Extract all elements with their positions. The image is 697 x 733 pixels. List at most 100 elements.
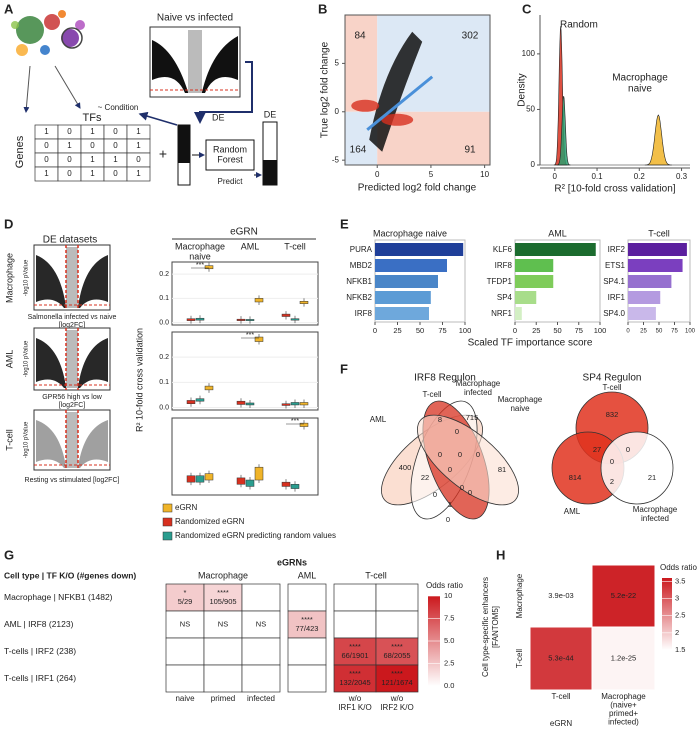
cell-value: 105/905 xyxy=(209,597,236,606)
y-axis-label: Density xyxy=(517,73,528,106)
matrix-cell xyxy=(126,166,151,182)
point-cloud xyxy=(381,113,414,126)
x-tick-label: 10 xyxy=(480,170,489,179)
heat-cell xyxy=(529,626,593,691)
row-label: Macrophage | NFKB1 (1482) xyxy=(4,592,113,602)
panel-letter: A xyxy=(4,1,14,16)
row-label: AML | IRF8 (2123) xyxy=(4,619,74,629)
arrow xyxy=(194,61,253,124)
panel-letter: D xyxy=(4,216,13,231)
row-header: Cell type | TF K/O (#genes down) xyxy=(4,570,136,580)
x-tick-label: 25 xyxy=(640,329,647,335)
point-cloud xyxy=(351,99,380,112)
bar-label: IRF2 xyxy=(608,245,626,254)
matrix-value: 0 xyxy=(67,127,72,136)
legend-tick-label: 2 xyxy=(675,628,679,637)
box xyxy=(195,398,205,402)
heat-cell xyxy=(241,637,281,666)
box xyxy=(186,400,196,404)
y-tick-label: 100 xyxy=(522,49,536,58)
bar xyxy=(375,259,447,272)
heat-cell xyxy=(375,583,419,612)
x-tick-label: 100 xyxy=(594,326,607,335)
column-label: naive xyxy=(175,694,195,703)
heat-cell xyxy=(287,583,327,612)
x-axis-label: GPR56 high vs low xyxy=(42,394,102,401)
significance: NS xyxy=(256,619,266,628)
density-peak xyxy=(644,114,672,166)
density-peak xyxy=(556,96,571,166)
heat-cell xyxy=(375,664,419,693)
heat-cell xyxy=(333,583,377,612)
x-tick-label: 0.3 xyxy=(676,172,688,181)
volcano-core xyxy=(66,412,78,468)
y-tick-label: 0.1 xyxy=(159,379,169,386)
network-node xyxy=(11,21,19,29)
x-tick-label: 0 xyxy=(375,170,380,179)
x-axis-label: [log2FC] xyxy=(59,322,86,329)
quadrant xyxy=(345,15,378,112)
facet-frame xyxy=(171,331,319,411)
cell-value: 77/423 xyxy=(296,624,319,633)
panel-letter: B xyxy=(318,1,327,16)
significance: **** xyxy=(301,615,313,624)
bar-label: IRF8 xyxy=(355,309,373,318)
condition-label: ~ Condition xyxy=(98,103,139,112)
plot-frame xyxy=(344,14,491,166)
x-tick-label: 0 xyxy=(373,326,377,335)
set-label: AML xyxy=(564,507,581,516)
network-node xyxy=(44,14,60,30)
bar xyxy=(375,243,464,256)
cell-value: 121/1674 xyxy=(381,678,412,687)
y-axis-label: [FANTOM5] xyxy=(491,606,500,648)
matrix-value: 1 xyxy=(136,169,141,178)
arrow xyxy=(23,65,31,113)
row-label: T-cells | IRF1 (264) xyxy=(4,673,76,683)
matrix-value: 1 xyxy=(90,155,95,164)
x-tick-label: 75 xyxy=(438,326,446,335)
heat-cell xyxy=(591,564,656,628)
set-label: Macrophage xyxy=(456,379,501,388)
box xyxy=(290,402,300,406)
y-tick-label: 0.1 xyxy=(159,295,169,302)
y-tick-label: 0.0 xyxy=(159,319,169,326)
network-node xyxy=(58,10,66,18)
legend-swatch xyxy=(162,531,173,541)
matrix-value: 1 xyxy=(44,169,49,178)
venn-count: 0 xyxy=(626,445,630,454)
column-label: IRF1 K/O xyxy=(338,703,371,712)
box xyxy=(254,298,264,303)
quadrant-count: 302 xyxy=(462,31,479,42)
panel-letter: C xyxy=(522,1,532,16)
bar xyxy=(628,291,661,304)
heat-cell xyxy=(203,610,243,639)
network-node xyxy=(40,45,50,55)
bar-label: IRF8 xyxy=(495,261,513,270)
de-vector-fill xyxy=(178,125,190,163)
y-tick-label: 5 xyxy=(335,58,340,67)
box xyxy=(204,473,214,481)
panel-letter: F xyxy=(340,361,348,376)
predict-label: Predict xyxy=(218,177,244,186)
volcano-cloud xyxy=(36,255,108,308)
legend-tick-label: 10 xyxy=(444,591,452,600)
bar-label: IRF1 xyxy=(608,293,626,302)
y-axis-label: -log10 pValue xyxy=(24,421,30,458)
column-label: primed xyxy=(211,694,235,703)
column-label: primed+ xyxy=(609,709,638,718)
venn-count: 22 xyxy=(421,473,429,482)
regression-line xyxy=(366,75,434,131)
x-tick-label: 50 xyxy=(553,326,561,335)
venn-count: 0 xyxy=(446,515,450,524)
bar xyxy=(628,243,687,256)
y-tick-label: -5 xyxy=(332,155,340,164)
venn-count: 0 xyxy=(468,488,472,497)
venn-count: 27 xyxy=(593,445,601,454)
matrix-value: 1 xyxy=(113,155,118,164)
legend-tick-label: 7.5 xyxy=(444,613,454,622)
heat-cell xyxy=(203,637,243,666)
column-label: IRF2 K/O xyxy=(380,703,413,712)
x-tick-label: 25 xyxy=(393,326,401,335)
box xyxy=(281,403,291,406)
